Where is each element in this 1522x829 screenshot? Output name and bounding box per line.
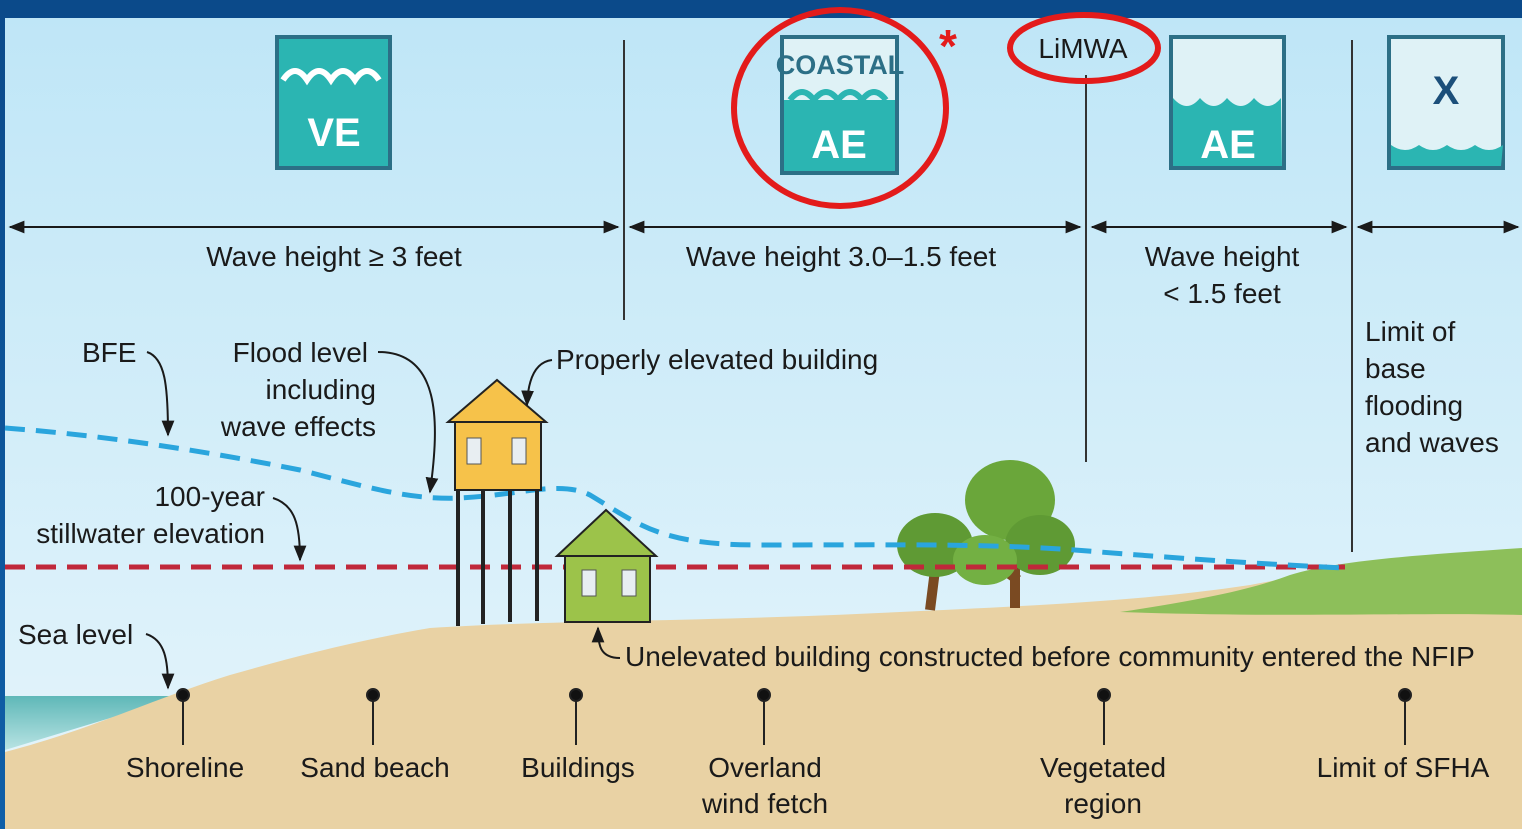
text-line: Wave height: [1145, 241, 1300, 272]
ground-label: Limit of SFHA: [1317, 752, 1490, 783]
text-line: Wave height 3.0–1.5 feet: [686, 241, 997, 272]
text-line: wind fetch: [701, 788, 828, 819]
diagram: VE COASTAL AE AE X * LiMWA Wave height ≥…: [0, 0, 1522, 829]
zone-label: AE: [1200, 123, 1256, 167]
text-line: 100-year: [154, 481, 265, 512]
text-line: Wave height ≥ 3 feet: [206, 241, 462, 272]
asterisk: *: [939, 20, 957, 72]
text-line: and waves: [1365, 427, 1499, 458]
zone-badge: X: [1389, 37, 1503, 168]
zone-badge: AE: [1171, 37, 1284, 168]
text-line: Limit of: [1365, 316, 1455, 347]
text-line: Buildings: [521, 752, 635, 783]
callout-label: BFE: [82, 337, 136, 368]
ground-label: Sand beach: [300, 752, 449, 783]
text-line: Limit of SFHA: [1317, 752, 1490, 783]
text-line: Shoreline: [126, 752, 244, 783]
text-line: wave effects: [220, 411, 376, 442]
callout-label: Unelevated building constructed before c…: [625, 641, 1475, 672]
text-line: region: [1064, 788, 1142, 819]
text-line: stillwater elevation: [36, 518, 265, 549]
text-line: Flood level: [233, 337, 368, 368]
text-line: including: [265, 374, 376, 405]
text-line: Sand beach: [300, 752, 449, 783]
callout-label: Properly elevated building: [556, 344, 878, 375]
limwa-label: LiMWA: [1038, 33, 1128, 64]
text-line: < 1.5 feet: [1163, 278, 1281, 309]
zone-label: X: [1433, 69, 1460, 113]
text-line: base: [1365, 353, 1426, 384]
text-line: Vegetated: [1040, 752, 1166, 783]
text-line: flooding: [1365, 390, 1463, 421]
ground-label: Shoreline: [126, 752, 244, 783]
zone-label: AE: [811, 123, 867, 167]
wave-height-label: Wave height 3.0–1.5 feet: [686, 241, 997, 272]
callout-label: Sea level: [18, 619, 133, 650]
ground-label: Buildings: [521, 752, 635, 783]
zone-label: COASTAL: [776, 50, 905, 80]
zone-label: VE: [307, 111, 360, 155]
zone-badge: COASTAL AE: [776, 37, 905, 173]
wave-height-label: Wave height ≥ 3 feet: [206, 241, 462, 272]
text-line: Overland: [708, 752, 822, 783]
zone-badge: VE: [277, 37, 390, 168]
